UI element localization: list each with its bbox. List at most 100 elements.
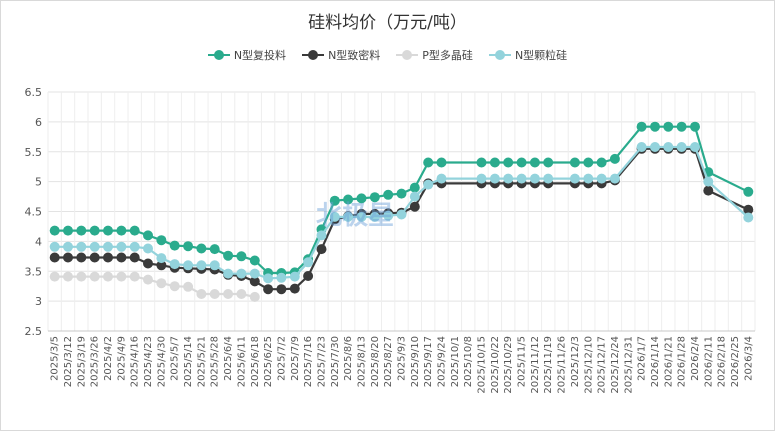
data-point (143, 258, 153, 269)
data-point (156, 278, 167, 289)
data-point (356, 193, 367, 204)
data-point (676, 121, 687, 132)
data-point (543, 157, 554, 168)
legend-item[interactable]: P型多晶硅 (396, 47, 473, 63)
x-tick-label: 2025/6/11 (236, 336, 247, 387)
data-point (49, 252, 60, 263)
data-point (89, 225, 100, 236)
x-axis: 2025/3/5 2025/3/12 2025/3/19 2025/3/26 2025/… (48, 330, 755, 394)
data-point (569, 157, 580, 168)
watermark-text: 北极星 (316, 201, 394, 231)
legend-marker (494, 50, 505, 60)
data-point (89, 252, 100, 263)
x-tick-label: 2025/7/2 (276, 336, 287, 381)
x-tick-label: 2025/8/13 (356, 336, 367, 387)
legend-item[interactable]: N型复投料 (207, 47, 286, 63)
x-tick-label: 2025/5/28 (210, 336, 221, 387)
data-point (169, 240, 180, 251)
x-tick-label: 2025/11/12 (530, 336, 541, 394)
x-tick-label: 2025/7/30 (330, 336, 341, 387)
data-point (383, 189, 394, 200)
x-tick-label: 2025/12/24 (610, 336, 621, 394)
data-point (529, 157, 540, 168)
data-point (489, 157, 500, 168)
data-point (236, 289, 247, 299)
data-point (63, 252, 73, 263)
data-point (663, 142, 674, 152)
data-point (223, 250, 234, 261)
data-point (103, 271, 113, 282)
data-point (409, 182, 420, 193)
data-point (129, 225, 140, 236)
data-point (609, 173, 620, 184)
data-point (289, 283, 300, 294)
data-point (143, 243, 153, 254)
data-point (236, 268, 247, 279)
data-point (476, 157, 487, 168)
data-point (116, 271, 127, 282)
data-point (289, 271, 300, 282)
x-tick-label: 2025/10/8 (463, 336, 474, 387)
data-point (650, 121, 660, 132)
data-point (143, 274, 153, 285)
x-tick-label: 2025/7/9 (290, 336, 301, 381)
data-point (676, 142, 687, 152)
data-point (609, 153, 620, 164)
x-tick-label: 2026/1/28 (677, 336, 688, 387)
data-point (703, 185, 714, 196)
data-point (436, 173, 447, 184)
data-point (396, 188, 407, 199)
legend-marker (402, 50, 413, 60)
data-point (383, 210, 394, 221)
chart-title: 硅料均价（万元/吨） (308, 13, 467, 33)
data-point (49, 271, 60, 282)
data-point (276, 272, 287, 283)
data-point (276, 284, 287, 295)
data-point (329, 211, 340, 222)
data-point (263, 284, 274, 295)
data-point (596, 157, 607, 168)
data-point (196, 289, 207, 299)
data-point (169, 281, 180, 292)
legend-swatch (488, 50, 511, 60)
chart-legend: N型复投料 N型致密料 P型多晶硅 N型颗粒硅 (0, 47, 775, 63)
data-point (103, 252, 113, 263)
x-tick-label: 2025/12/10 (583, 336, 594, 394)
data-point (743, 204, 754, 215)
data-point (116, 225, 127, 236)
data-point (183, 281, 194, 292)
data-point (436, 157, 447, 168)
data-point (76, 241, 87, 252)
series-3 (49, 271, 260, 302)
x-tick-label: 2025/12/31 (623, 336, 634, 394)
x-tick-label: 2025/6/25 (263, 336, 274, 387)
x-tick-label: 2026/1/14 (650, 336, 661, 387)
legend-item[interactable]: N型颗粒硅 (488, 47, 567, 63)
x-tick-label: 2025/11/5 (517, 336, 528, 387)
data-point (543, 173, 554, 184)
data-point (516, 157, 527, 168)
y-tick-label: 5 (35, 176, 42, 189)
y-tick-label: 2.5 (25, 325, 43, 338)
x-tick-label: 2025/11/26 (557, 336, 568, 394)
data-point (409, 191, 420, 202)
y-tick-label: 6.5 (25, 86, 43, 99)
data-point (249, 291, 260, 302)
x-tick-label: 2025/4/30 (156, 336, 167, 387)
data-point (343, 211, 354, 222)
data-point (209, 289, 220, 299)
y-tick-label: 6 (35, 116, 42, 129)
y-tick-label: 4.5 (25, 206, 43, 219)
series-layer (49, 121, 754, 302)
x-tick-label: 2025/6/4 (223, 336, 234, 381)
data-point (423, 157, 434, 168)
y-tick-label: 5.5 (25, 146, 43, 159)
x-tick-label: 2025/12/3 (570, 336, 581, 387)
data-point (583, 157, 594, 168)
data-point (529, 173, 540, 184)
x-tick-label: 2025/11/19 (543, 336, 554, 394)
x-tick-label: 2025/8/27 (383, 336, 394, 387)
legend-item[interactable]: N型致密料 (302, 47, 380, 63)
data-point (423, 179, 434, 190)
